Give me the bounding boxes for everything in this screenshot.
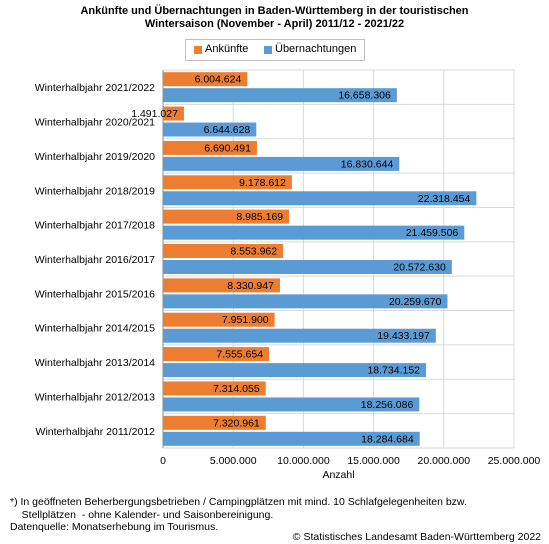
- bar-uebernachtungen: [163, 431, 420, 446]
- chart-title-line-1: Ankünfte und Übernachtungen in Baden-Wür…: [80, 5, 469, 17]
- data-label-uebernachtungen: 18.734.152: [367, 365, 420, 377]
- data-label-ankuenfte: 9.178.612: [239, 177, 286, 189]
- x-tick-label: 15.000.000: [347, 455, 400, 467]
- bar-ankuenfte: [163, 106, 184, 121]
- data-label-uebernachtungen: 22.318.454: [418, 193, 471, 205]
- bar-ankuenfte: [163, 140, 257, 155]
- data-label-ankuenfte: 6.690.491: [204, 142, 251, 154]
- bar-ankuenfte: [163, 381, 266, 396]
- footnote-line-3: Datenquelle: Monatserhebung im Tourismus…: [10, 521, 219, 533]
- footnote: *) In geöffneten Beherbergungsbetrieben …: [10, 496, 467, 534]
- chart-title: Ankünfte und Übernachtungen in Baden-Wür…: [0, 5, 549, 31]
- bar-uebernachtungen: [163, 122, 257, 137]
- category-label: Winterhalbjahr 2020/2021: [35, 117, 155, 129]
- bar-uebernachtungen: [163, 260, 452, 274]
- category-label: Winterhalbjahr 2011/2012: [36, 426, 156, 438]
- data-label-uebernachtungen: 19.433.197: [377, 330, 430, 342]
- bar-ankuenfte: [163, 175, 292, 190]
- bar-ankuenfte: [163, 415, 266, 430]
- data-label-uebernachtungen: 16.830.644: [341, 158, 394, 170]
- bar-uebernachtungen: [163, 363, 427, 378]
- data-label-uebernachtungen: 21.459.506: [406, 227, 459, 239]
- category-label: Winterhalbjahr 2013/2014: [35, 357, 155, 369]
- category-label: Winterhalbjahr 2015/2016: [35, 288, 155, 300]
- chart-title-line-2: Wintersaison (November - April) 2011/12 …: [144, 18, 405, 30]
- data-label-ankuenfte: 6.004.624: [195, 74, 242, 86]
- bar-uebernachtungen: [163, 328, 436, 343]
- bar-uebernachtungen: [163, 156, 400, 171]
- bar-uebernachtungen: [163, 88, 397, 103]
- category-label: Winterhalbjahr 2018/2019: [35, 185, 155, 197]
- data-label-ankuenfte: 8.985.169: [236, 211, 283, 223]
- bar-uebernachtungen: [163, 397, 420, 412]
- x-tick-label: 5.000.000: [210, 455, 257, 467]
- category-label: Winterhalbjahr 2019/2020: [35, 151, 155, 163]
- copyright: © Statistisches Landesamt Baden-Württemb…: [292, 531, 541, 543]
- data-label-ankuenfte: 7.320.961: [213, 417, 260, 429]
- data-label-ankuenfte: 7.314.055: [213, 383, 260, 395]
- category-label: Winterhalbjahr 2021/2022: [35, 82, 155, 94]
- bar-uebernachtungen: [163, 294, 448, 309]
- category-label: Winterhalbjahr 2012/2013: [35, 391, 155, 403]
- bar-uebernachtungen: [163, 225, 465, 240]
- legend-swatch-ankuenfte: [194, 46, 202, 54]
- legend-swatch-uebernachtungen: [264, 46, 272, 54]
- category-label: Winterhalbjahr 2017/2018: [35, 220, 155, 232]
- category-label: Winterhalbjahr 2016/2017: [35, 254, 155, 266]
- chart-legend: Ankünfte Übernachtungen: [185, 39, 365, 61]
- data-label-ankuenfte: 1.491.027: [131, 108, 178, 120]
- bar-ankuenfte: [163, 278, 280, 293]
- data-label-ankuenfte: 8.330.947: [227, 280, 274, 292]
- bar-ankuenfte: [163, 312, 275, 327]
- data-label-uebernachtungen: 20.259.670: [389, 296, 442, 308]
- x-tick-label: 0: [160, 455, 166, 467]
- legend-label-ankuenfte: Ankünfte: [205, 43, 249, 55]
- data-label-uebernachtungen: 16.658.306: [338, 90, 391, 102]
- footnote-line-2: Stellplätzen - ohne Kalender- und Saison…: [10, 508, 274, 521]
- bar-ankuenfte: [163, 72, 248, 87]
- bar-ankuenfte: [163, 347, 270, 362]
- x-axis-label: Anzahl: [322, 469, 354, 481]
- bar-chart: 0 5.000.000 10.000.000 15.000.000 20.000.000…: [35, 69, 541, 481]
- data-label-uebernachtungen: 18.284.684: [361, 433, 414, 445]
- data-label-uebernachtungen: 6.644.628: [204, 124, 251, 136]
- x-tick-label: 10.000.000: [277, 455, 330, 467]
- category-label: Winterhalbjahr 2014/2015: [35, 323, 155, 335]
- x-tick-label: 25.000.000: [488, 455, 541, 467]
- data-label-ankuenfte: 8.553.962: [230, 246, 277, 258]
- data-label-uebernachtungen: 18.256.086: [361, 399, 414, 411]
- legend-label-uebernachtungen: Übernachtungen: [275, 43, 357, 55]
- footnote-line-1: *) In geöffneten Beherbergungsbetrieben …: [10, 496, 467, 508]
- data-label-ankuenfte: 7.555.654: [216, 349, 263, 361]
- bar-ankuenfte: [163, 244, 284, 258]
- bar-uebernachtungen: [163, 191, 477, 206]
- data-label-ankuenfte: 7.951.900: [222, 314, 269, 326]
- x-tick-label: 20.000.000: [418, 455, 471, 467]
- bar-ankuenfte: [163, 209, 290, 224]
- data-label-uebernachtungen: 20.572.630: [393, 262, 446, 274]
